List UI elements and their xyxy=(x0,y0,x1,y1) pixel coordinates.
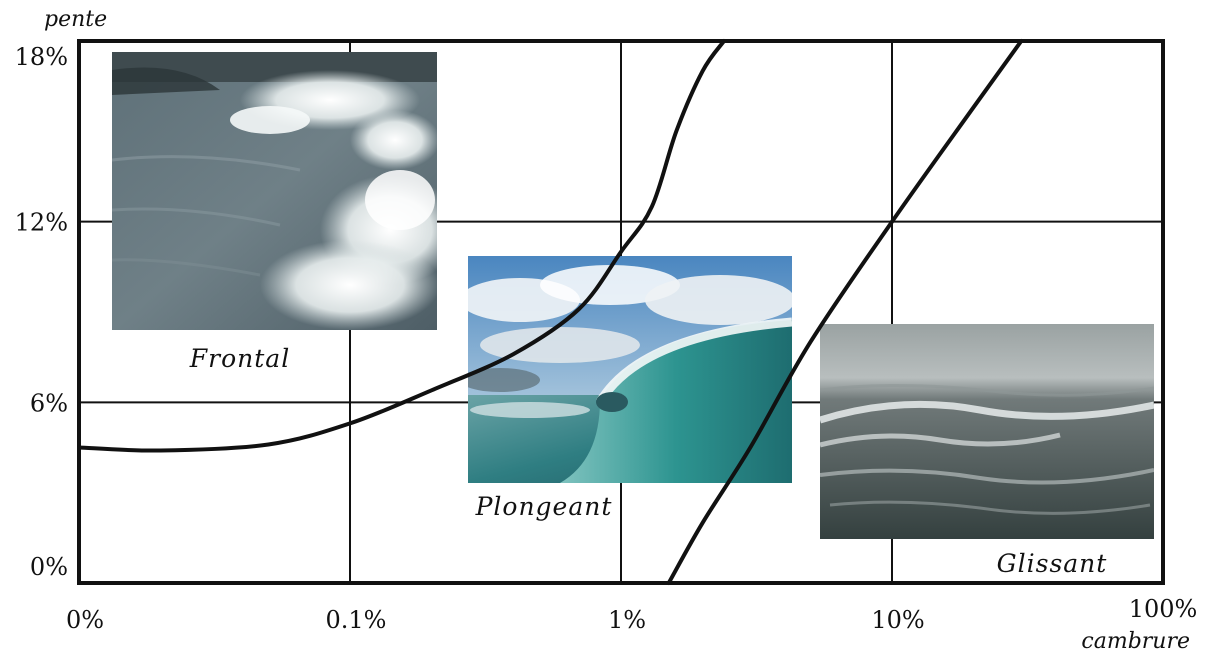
x-tick-label: 10% xyxy=(871,606,924,634)
x-tick-label: 100% xyxy=(1129,595,1198,623)
x-tick-label: 1% xyxy=(608,606,646,634)
spilling-breaking-wave-photo xyxy=(112,52,437,330)
plunging-surging-boundary-curve xyxy=(666,39,1024,585)
surging-sea-waves-photo xyxy=(820,324,1154,539)
x-tick-labels: 0% 0.1% 1% 10% 100% xyxy=(66,595,1197,634)
x-axis-label: cambrure xyxy=(1081,629,1190,654)
y-tick-label: 0% xyxy=(30,553,68,581)
y-tick-label: 12% xyxy=(15,209,68,237)
plot-frame xyxy=(77,39,1165,585)
frontal-plunging-boundary-curve xyxy=(77,39,726,453)
x-tick-label: 0.1% xyxy=(326,606,387,634)
caption-plongeant: Plongeant xyxy=(475,492,613,521)
y-tick-labels: 0% 6% 12% 18% xyxy=(15,43,68,581)
plunging-barrel-wave-photo xyxy=(468,256,792,483)
y-axis-label: pente xyxy=(44,7,107,32)
caption-glissant: Glissant xyxy=(997,549,1108,578)
y-tick-label: 6% xyxy=(30,389,68,417)
y-tick-label: 18% xyxy=(15,43,68,71)
boundary-curves xyxy=(77,39,1024,585)
caption-frontal: Frontal xyxy=(189,344,290,373)
x-tick-label: 0% xyxy=(66,606,104,634)
